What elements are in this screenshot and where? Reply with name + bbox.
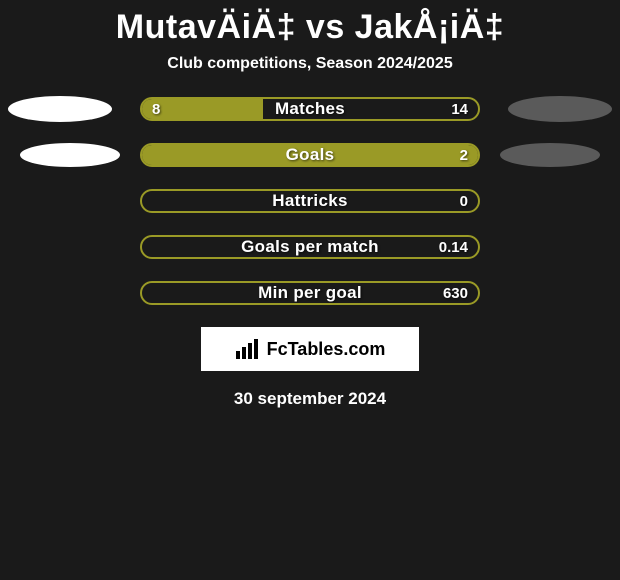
stat-bar: Goals 2 — [140, 143, 480, 167]
comparison-widget: MutavÄiÄ‡ vs JakÅ¡iÄ‡ Club competitions,… — [0, 0, 620, 409]
bar-chart-icon — [235, 339, 261, 359]
stat-bar: Goals per match 0.14 — [140, 235, 480, 259]
footer-date: 30 september 2024 — [234, 389, 386, 409]
page-title: MutavÄiÄ‡ vs JakÅ¡iÄ‡ — [96, 8, 524, 55]
accent-ellipse-left — [8, 96, 112, 122]
stat-bar: Hattricks 0 — [140, 189, 480, 213]
brand-text: FcTables.com — [267, 339, 386, 360]
brand-logo[interactable]: FcTables.com — [201, 327, 419, 371]
accent-ellipse-left — [20, 143, 120, 167]
subtitle: Club competitions, Season 2024/2025 — [167, 55, 452, 73]
stat-label: Goals per match — [241, 237, 379, 257]
stat-label: Goals — [286, 145, 335, 165]
stat-right-value: 2 — [460, 147, 468, 164]
stat-row: Goals 2 — [0, 143, 620, 167]
stat-label: Matches — [275, 99, 345, 119]
stat-left-value: 8 — [152, 101, 160, 118]
stat-right-value: 14 — [451, 101, 468, 118]
accent-ellipse-right — [508, 96, 612, 122]
stat-label: Min per goal — [258, 283, 362, 303]
stat-row: 8 Matches 14 — [0, 97, 620, 121]
stat-right-value: 0.14 — [439, 239, 468, 256]
stat-row: Hattricks 0 — [0, 189, 620, 213]
stat-label: Hattricks — [272, 191, 347, 211]
stat-bar: Min per goal 630 — [140, 281, 480, 305]
accent-ellipse-right — [500, 143, 600, 167]
stat-row: Goals per match 0.14 — [0, 235, 620, 259]
stat-bar: 8 Matches 14 — [140, 97, 480, 121]
stat-row: Min per goal 630 — [0, 281, 620, 305]
stat-right-value: 0 — [460, 193, 468, 210]
stat-rows: 8 Matches 14 Goals 2 Hattricks 0 Goals per matc… — [0, 97, 620, 305]
stat-right-value: 630 — [443, 285, 468, 302]
